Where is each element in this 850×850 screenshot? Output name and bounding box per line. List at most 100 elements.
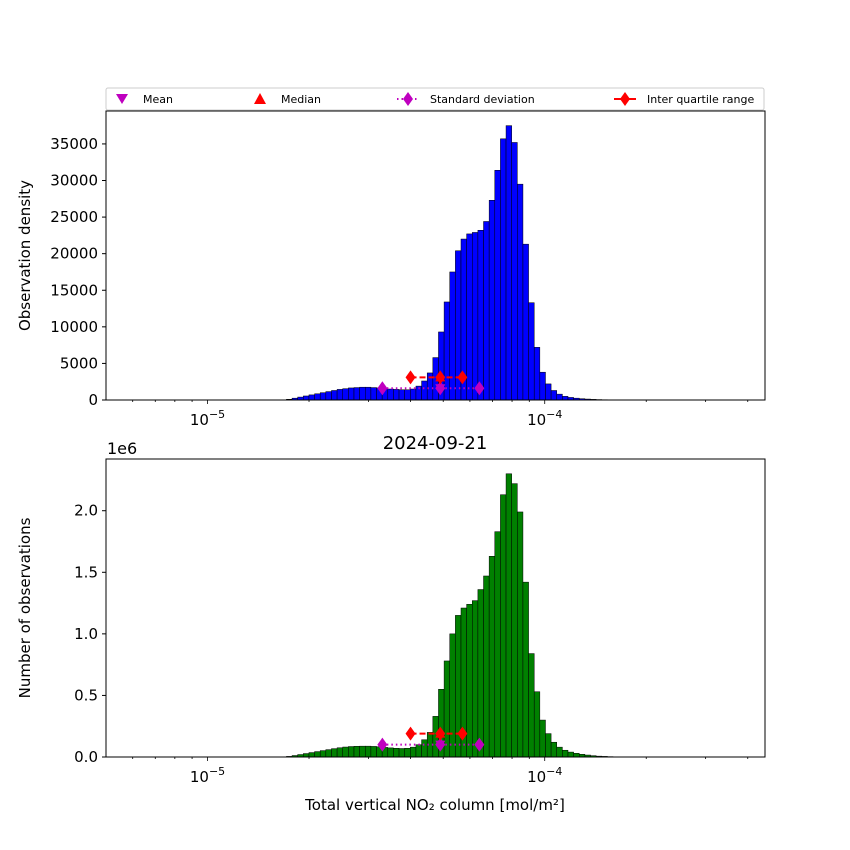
y-tick-label: 30000 <box>50 172 98 190</box>
histogram-bar <box>522 581 529 758</box>
histogram-bar <box>370 746 377 758</box>
std-upper-marker <box>474 381 485 396</box>
histogram-bar <box>522 243 529 401</box>
x-tick-label: 10−4 <box>527 765 562 786</box>
histogram-bar <box>505 473 512 758</box>
histogram-bar <box>562 396 569 401</box>
y-tick-label: 20000 <box>50 245 98 263</box>
y-tick-label: 15000 <box>50 281 98 299</box>
std-lower-marker <box>377 737 388 752</box>
y-tick-label: 2.0 <box>74 502 98 520</box>
histogram-bar <box>393 748 400 758</box>
legend-item-iqr: Inter quartile range <box>614 92 754 106</box>
mean-marker <box>435 740 446 750</box>
legend-item-mean: Mean <box>116 93 173 106</box>
histogram-bar <box>410 388 417 401</box>
histogram-bar <box>336 389 343 401</box>
histogram-bar <box>449 271 456 401</box>
y-tick-label: 5000 <box>60 354 98 372</box>
histogram-bar <box>517 511 524 758</box>
histogram-bar <box>545 733 552 758</box>
histogram-bar <box>443 660 450 758</box>
y-tick-label: 1.0 <box>74 625 98 643</box>
histogram-bar <box>539 719 546 758</box>
histogram-bar <box>325 391 332 401</box>
histogram-bar <box>353 746 360 758</box>
histogram-bar <box>483 221 490 401</box>
histogram-bar <box>550 741 557 758</box>
histogram-bar <box>449 633 456 758</box>
histogram-bar <box>336 747 343 758</box>
histogram-bar <box>365 745 372 758</box>
histogram-bar <box>443 301 450 401</box>
y-tick-label: 1.5 <box>74 563 98 581</box>
histogram-bar <box>342 746 349 758</box>
legend-frame <box>105 87 765 111</box>
count-stat-markers <box>377 726 485 752</box>
density-histogram-panel: 0 5000 10000 15000 20000 25000 30000 35000 10−5… <box>16 110 766 429</box>
legend: Mean Median Standard deviation Inter qua… <box>105 87 765 111</box>
histogram-bar <box>545 383 552 401</box>
histogram-bar <box>410 746 417 758</box>
median-marker <box>435 728 446 738</box>
histogram-bar <box>421 380 428 401</box>
histogram-bar <box>550 390 557 401</box>
histogram-bar <box>567 751 574 758</box>
histogram-bar <box>505 125 512 401</box>
histogram-bar <box>539 371 546 401</box>
histogram-bar <box>398 389 405 401</box>
histogram-bar <box>466 233 473 401</box>
histogram-bar <box>472 600 479 758</box>
histogram-bar <box>573 753 580 758</box>
histogram-bar <box>331 390 338 401</box>
histogram-bar <box>303 395 310 401</box>
histogram-bar <box>477 589 484 758</box>
histogram-bar <box>319 750 327 758</box>
histogram-bar <box>415 744 422 758</box>
iqr-diamond-icon <box>620 92 630 106</box>
histogram-bar <box>308 394 315 401</box>
histogram-bar <box>511 142 518 401</box>
count-y-ticks: 0.0 0.5 1.0 1.5 2.0 <box>74 502 106 766</box>
histogram-bar <box>387 747 394 758</box>
histogram-bar <box>477 230 484 401</box>
histogram-bar <box>528 302 535 401</box>
histogram-bar <box>314 751 321 758</box>
histogram-bar <box>528 653 535 758</box>
median-marker <box>435 372 446 382</box>
histogram-bar <box>472 232 479 401</box>
histogram-bar <box>517 183 524 401</box>
x-tick-label: 10−5 <box>190 408 225 429</box>
count-histogram-panel: 0.0 0.5 1.0 1.5 2.0 10−5 10−4 Number of obser… <box>16 433 766 814</box>
median-marker-icon <box>254 93 266 104</box>
histogram-bar <box>348 387 355 401</box>
histogram-bar <box>488 200 496 401</box>
histogram-bar <box>359 745 366 758</box>
histogram-bar <box>533 347 541 401</box>
density-x-ticks: 10−5 10−4 <box>132 400 749 429</box>
histogram-bar <box>494 531 501 758</box>
count-y-axis-label: Number of observations <box>16 517 34 698</box>
legend-item-median: Median <box>254 93 321 106</box>
std-upper-marker <box>474 737 485 752</box>
histogram-bar <box>314 393 321 401</box>
y-tick-label: 0.5 <box>74 686 98 704</box>
legend-label-std: Standard deviation <box>430 93 535 106</box>
legend-item-std: Standard deviation <box>397 92 535 106</box>
std-lower-marker <box>377 381 388 396</box>
histogram-bar <box>365 386 372 401</box>
count-x-ticks: 10−5 10−4 <box>132 757 749 786</box>
chart-title: 2024-09-21 <box>383 433 488 454</box>
histogram-bar <box>331 748 338 758</box>
x-axis-label: Total vertical NO₂ column [mol/m²] <box>304 796 565 814</box>
histogram-bar <box>393 389 400 401</box>
histogram-bar <box>359 386 366 401</box>
histogram-bar <box>303 753 310 758</box>
legend-label-median: Median <box>281 93 321 106</box>
histogram-bar <box>533 691 541 758</box>
histogram-bar <box>488 556 496 758</box>
y-tick-label: 10000 <box>50 318 98 336</box>
histogram-bar <box>398 748 405 758</box>
histogram-bar <box>348 746 355 758</box>
